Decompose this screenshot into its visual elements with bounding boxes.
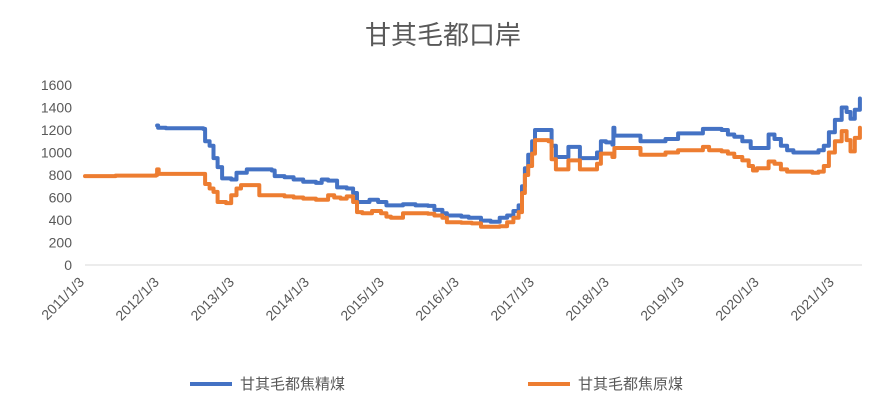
x-tick-label: 2021/1/3 [787, 274, 837, 324]
y-tick-label: 1600 [41, 77, 72, 93]
y-tick-label: 1000 [41, 145, 72, 161]
y-tick-label: 400 [49, 212, 73, 228]
x-axis-ticks: 2011/1/3 2012/1/3 2013/1/3 2014/1/3 2015/1/3… [38, 274, 837, 324]
x-tick-label: 2020/1/3 [712, 274, 762, 324]
y-tick-label: 0 [64, 257, 72, 273]
y-tick-label: 1400 [41, 100, 72, 116]
x-tick-label: 2016/1/3 [412, 274, 462, 324]
y-tick-label: 600 [49, 190, 73, 206]
x-tick-label: 2011/1/3 [38, 274, 87, 323]
x-tick-label: 2015/1/3 [337, 274, 387, 324]
legend: 甘其毛都焦精煤 甘其毛都焦原煤 [190, 375, 683, 393]
chart-title: 甘其毛都口岸 [365, 21, 521, 51]
y-axis-ticks: 0 200 400 600 800 1000 1200 1400 1600 [41, 77, 72, 273]
x-tick-label: 2017/1/3 [487, 274, 537, 324]
y-tick-label: 800 [49, 167, 73, 183]
x-tick-label: 2014/1/3 [262, 274, 312, 324]
x-tick-label: 2012/1/3 [112, 274, 162, 324]
x-tick-label: 2018/1/3 [562, 274, 612, 324]
series-line-1 [155, 96, 862, 224]
series-lines [83, 96, 862, 229]
legend-label-1: 甘其毛都焦精煤 [240, 375, 345, 393]
y-tick-label: 200 [49, 235, 73, 251]
y-tick-label: 1200 [41, 122, 72, 138]
x-tick-label: 2019/1/3 [637, 274, 687, 324]
series-line-2 [83, 125, 862, 229]
x-tick-label: 2013/1/3 [187, 274, 237, 324]
legend-label-2: 甘其毛都焦原煤 [578, 375, 683, 393]
